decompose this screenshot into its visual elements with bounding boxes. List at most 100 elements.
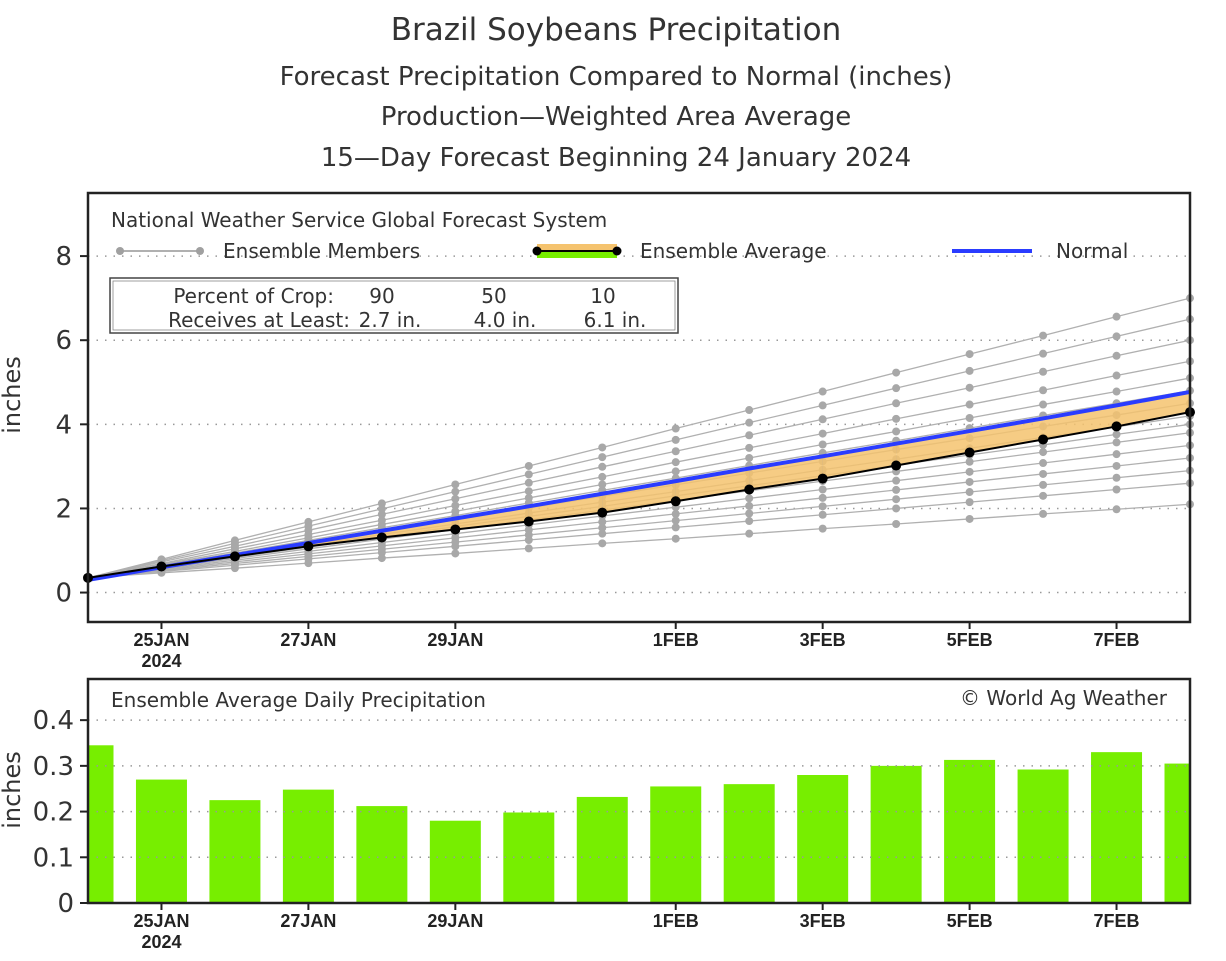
y-tick-label: 6 bbox=[55, 326, 72, 356]
legend-members: Ensemble Members bbox=[116, 239, 420, 263]
ensemble-member-point bbox=[745, 517, 754, 526]
ensemble-member-point bbox=[965, 414, 974, 423]
ensemble-member-point bbox=[671, 523, 680, 532]
deviation-band bbox=[822, 443, 897, 479]
x-tick-label: 29JAN bbox=[427, 630, 483, 650]
x-tick-label: 7FEB bbox=[1094, 630, 1140, 650]
ensemble-member-point bbox=[451, 542, 460, 551]
y-tick-label: 8 bbox=[55, 242, 72, 272]
ensemble-member-line bbox=[87, 457, 1191, 579]
ensemble-member-point bbox=[818, 415, 827, 424]
ensemble-member-line bbox=[87, 503, 1191, 579]
plot-background bbox=[88, 679, 1190, 903]
ensemble-average-point bbox=[891, 460, 902, 471]
ensemble-member-point bbox=[1112, 505, 1121, 514]
ensemble-average-point bbox=[156, 561, 167, 572]
x-tick-label: 3FEB bbox=[800, 630, 846, 650]
y-tick-label: 0 bbox=[55, 579, 72, 609]
ensemble-member-point bbox=[892, 399, 901, 408]
y-tick-label: 2 bbox=[55, 494, 72, 524]
ensemble-member-point bbox=[1112, 312, 1121, 321]
bar bbox=[650, 786, 702, 903]
x-tick-sublabel: 2024 bbox=[141, 932, 181, 952]
x-tick-label: 25JAN bbox=[133, 630, 189, 650]
ensemble-member-point bbox=[1112, 450, 1121, 459]
ensemble-member-line bbox=[87, 469, 1191, 579]
ensemble-member-point bbox=[1039, 331, 1048, 340]
plot-frame bbox=[86, 191, 1192, 624]
bar bbox=[503, 812, 555, 903]
ensemble-average-point bbox=[670, 496, 681, 507]
deviation-band bbox=[969, 418, 1044, 453]
ensemble-member-point bbox=[965, 457, 974, 466]
ensemble-member-point bbox=[892, 427, 901, 436]
ensemble-member-point bbox=[745, 406, 754, 415]
bar bbox=[282, 789, 334, 903]
ensemble-member-point bbox=[1112, 438, 1121, 447]
ensemble-member-point bbox=[230, 564, 239, 573]
plot-frame bbox=[86, 677, 1192, 905]
ensemble-average-point bbox=[744, 484, 755, 495]
ensemble-member-point bbox=[598, 453, 607, 462]
ensemble-member-line bbox=[87, 297, 1191, 579]
ensemble-average-line bbox=[87, 411, 1191, 579]
model-label: National Weather Service Global Forecast… bbox=[111, 208, 607, 232]
ensemble-member-point bbox=[965, 477, 974, 486]
ensemble-member-point bbox=[377, 548, 386, 557]
ensemble-member-point bbox=[377, 499, 386, 508]
chart-title: Brazil Soybeans Precipitation bbox=[391, 12, 842, 48]
ensemble-member-point bbox=[377, 510, 386, 519]
bar bbox=[944, 759, 996, 903]
ensemble-member-point bbox=[598, 523, 607, 532]
ensemble-average-point bbox=[597, 507, 608, 518]
crop-row1-val: 10 bbox=[590, 284, 615, 308]
ensemble-member-point bbox=[671, 424, 680, 433]
y-tick-label: 0.2 bbox=[33, 798, 74, 828]
chart-subtitle-3: 15—Day Forecast Beginning 24 January 202… bbox=[321, 143, 911, 173]
deviation-band bbox=[896, 431, 970, 466]
ensemble-member-point bbox=[1039, 459, 1048, 468]
deviation-band bbox=[1043, 405, 1117, 440]
ensemble-member-point bbox=[1112, 430, 1121, 439]
x-tick-label: 29JAN bbox=[427, 911, 483, 931]
ensemble-member-point bbox=[1112, 332, 1121, 341]
ensemble-member-point bbox=[598, 472, 607, 481]
ensemble-member-point bbox=[524, 461, 533, 470]
ensemble-member-point bbox=[965, 467, 974, 476]
ensemble-member-point bbox=[377, 554, 386, 563]
ensemble-member-point bbox=[892, 414, 901, 423]
crop-row2-val: 6.1 in. bbox=[584, 308, 647, 332]
ensemble-member bbox=[84, 336, 1194, 582]
ensemble-member-point bbox=[671, 447, 680, 456]
bar bbox=[1017, 769, 1069, 903]
y-axis-label-top: inches bbox=[0, 356, 26, 434]
x-tick-label: 25JAN bbox=[133, 911, 189, 931]
ensemble-member-point bbox=[1112, 461, 1121, 470]
crop-row2-val: 2.7 in. bbox=[359, 308, 422, 332]
legend-normal: Normal bbox=[952, 239, 1128, 263]
bar bbox=[576, 796, 628, 903]
ensemble-average-point bbox=[376, 532, 387, 543]
y-tick-label: 0.4 bbox=[33, 706, 74, 736]
bar bbox=[429, 820, 481, 903]
ensemble-member-point bbox=[1112, 387, 1121, 396]
x-tick-label: 5FEB bbox=[947, 630, 993, 650]
ensemble-member-point bbox=[965, 514, 974, 523]
ensemble-member-point bbox=[524, 470, 533, 479]
ensemble-member-point bbox=[818, 502, 827, 511]
ensemble-member-point bbox=[745, 453, 754, 462]
bar-plot-title: Ensemble Average Daily Precipitation bbox=[111, 688, 486, 712]
legend-average-label: Ensemble Average bbox=[640, 239, 827, 263]
x-tick-label: 1FEB bbox=[653, 630, 699, 650]
copyright: © World Ag Weather bbox=[960, 686, 1168, 710]
ensemble-member-point bbox=[745, 494, 754, 503]
x-tick-label: 5FEB bbox=[947, 911, 993, 931]
crop-row1-val: 90 bbox=[369, 284, 394, 308]
legend-members-label: Ensemble Members bbox=[223, 239, 420, 263]
x-tick-label: 7FEB bbox=[1094, 911, 1140, 931]
ensemble-member-point bbox=[1039, 386, 1048, 395]
bar bbox=[723, 784, 775, 903]
chart-subtitle-2: Production—Weighted Area Average bbox=[381, 102, 852, 132]
